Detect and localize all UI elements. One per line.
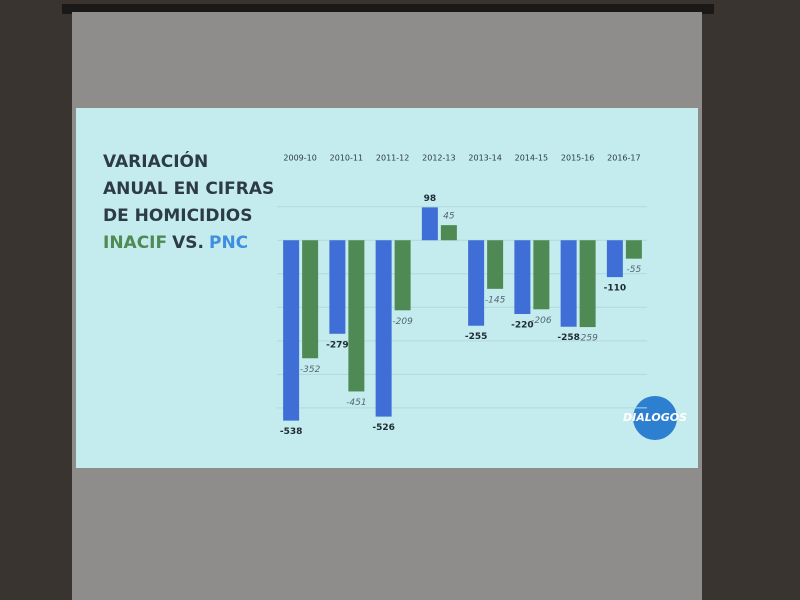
data-label: -255 bbox=[465, 332, 488, 342]
data-label: 98 bbox=[424, 194, 437, 204]
bar bbox=[394, 240, 411, 311]
data-label: -209 bbox=[392, 317, 413, 327]
legend-line: INACIF VS. PNC bbox=[103, 233, 248, 253]
bar bbox=[283, 240, 300, 421]
data-label: -352 bbox=[300, 365, 321, 375]
bar bbox=[533, 240, 550, 310]
data-label: -55 bbox=[627, 265, 642, 275]
bar bbox=[579, 240, 596, 328]
data-label: -258 bbox=[557, 333, 580, 343]
data-label: -145 bbox=[485, 295, 506, 305]
legend-entry: PNC bbox=[209, 233, 248, 253]
x-tick-label: 2012-13 bbox=[422, 154, 455, 163]
bar bbox=[514, 240, 531, 314]
legend-entry: INACIF bbox=[103, 233, 167, 253]
data-label: 45 bbox=[443, 212, 455, 222]
legend-separator: VS. bbox=[172, 233, 204, 253]
bar bbox=[560, 240, 577, 327]
logo: DIALOGOS bbox=[623, 411, 687, 424]
screen-bar bbox=[62, 4, 714, 14]
x-tick-label: 2016-17 bbox=[607, 154, 640, 163]
bar bbox=[468, 240, 485, 326]
bar bbox=[440, 225, 457, 241]
bar bbox=[487, 240, 504, 289]
x-tick-label: 2014-15 bbox=[515, 154, 548, 163]
x-tick-label: 2011-12 bbox=[376, 154, 409, 163]
x-tick-label: 2013-14 bbox=[468, 154, 501, 163]
data-label: -279 bbox=[326, 340, 349, 350]
data-label: -526 bbox=[372, 423, 395, 433]
bar bbox=[375, 240, 392, 417]
plot: 2009-10 -538 -352 2010-11 -279 -451 2011-12 -52… bbox=[277, 154, 647, 437]
data-label: -451 bbox=[346, 398, 366, 408]
title-line: DE HOMICIDIOS bbox=[103, 206, 253, 226]
bar bbox=[625, 240, 642, 259]
data-label: -206 bbox=[531, 316, 552, 326]
bar bbox=[329, 240, 346, 334]
data-label: -538 bbox=[280, 427, 303, 437]
logo-badge bbox=[633, 396, 677, 440]
x-tick-label: 2015-16 bbox=[561, 154, 594, 163]
data-label: -259 bbox=[577, 334, 598, 344]
bar bbox=[348, 240, 365, 392]
bar bbox=[606, 240, 623, 278]
x-tick-label: 2010-11 bbox=[330, 154, 363, 163]
bar bbox=[421, 207, 438, 241]
x-tick-label: 2009-10 bbox=[283, 154, 316, 163]
data-label: -220 bbox=[511, 321, 534, 331]
title-line: VARIACIÓN bbox=[103, 150, 208, 172]
bar bbox=[302, 240, 319, 359]
title-line: ANUAL EN CIFRAS bbox=[103, 179, 274, 199]
data-label: -110 bbox=[604, 284, 627, 294]
